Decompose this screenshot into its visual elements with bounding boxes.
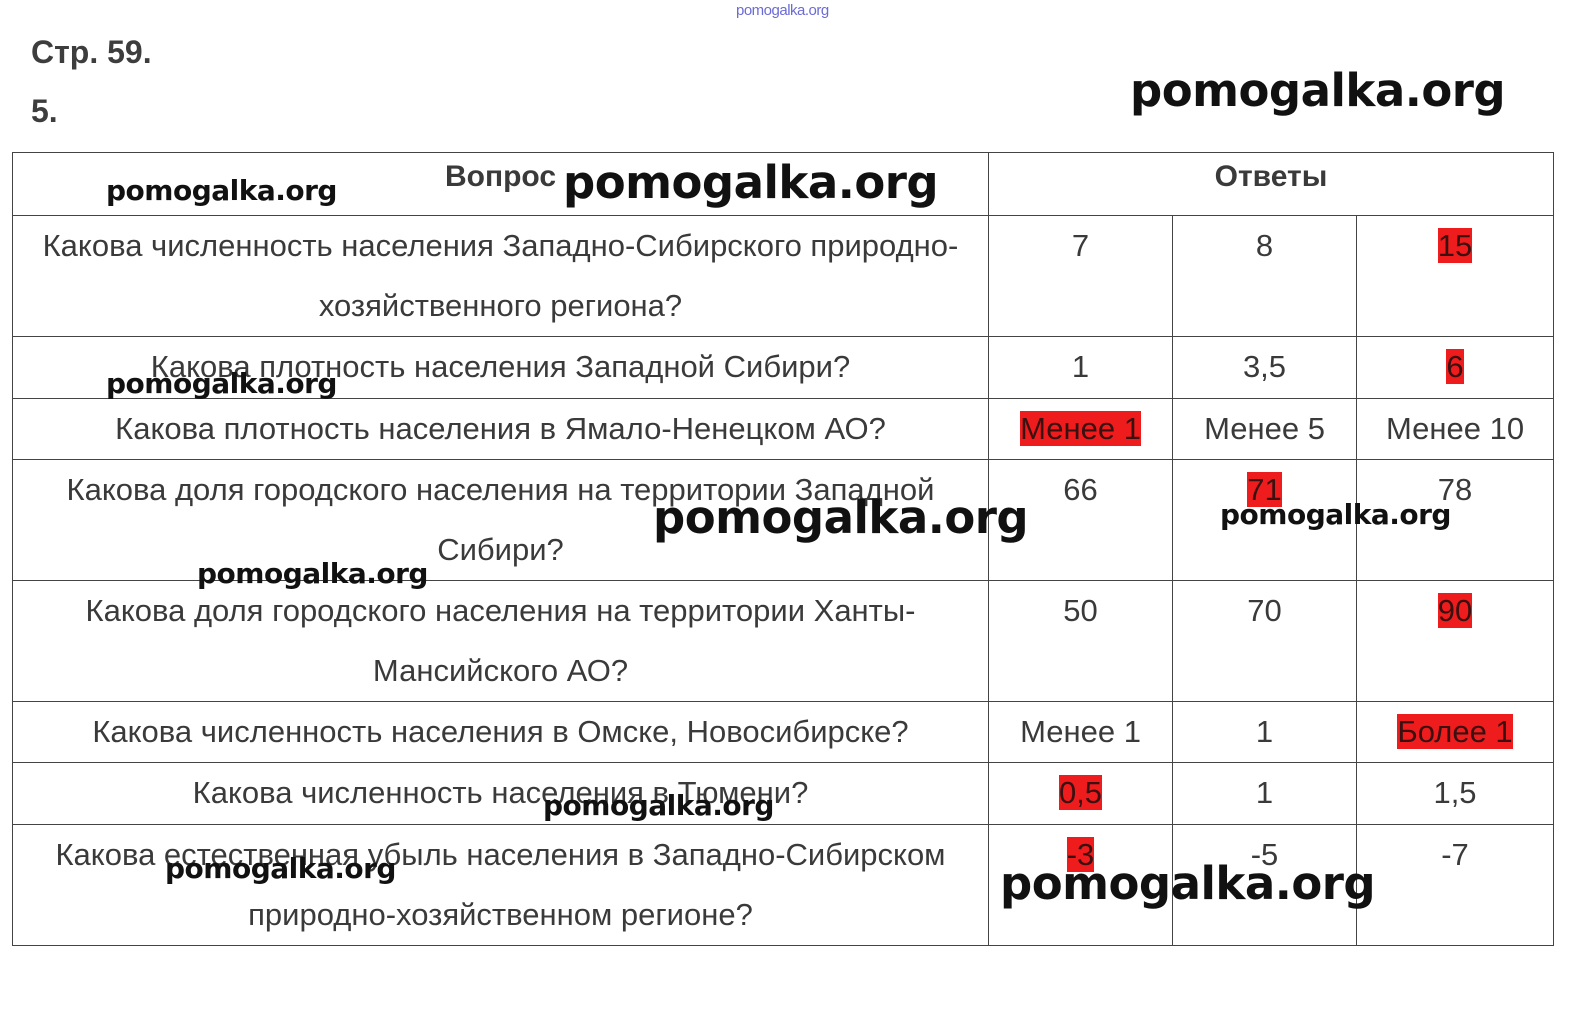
correct-answer-highlight: Менее 1 — [1020, 411, 1141, 446]
question-cell: Какова естественная убыль населения в За… — [12, 824, 989, 946]
task-number: 5. — [31, 93, 58, 129]
table-body: Какова численность населения Западно-Сиб… — [12, 215, 1555, 946]
question-cell: Какова доля городского населения на терр… — [12, 459, 989, 581]
correct-answer-highlight: 15 — [1437, 228, 1473, 263]
answer-cell: 71 — [1172, 459, 1357, 581]
table-header-row: Вопрос Ответы — [12, 152, 1555, 216]
answer-value: 8 — [1255, 228, 1274, 263]
answer-cell: 66 — [988, 459, 1173, 581]
table-row: Какова доля городского населения на терр… — [12, 580, 1555, 702]
table-row: Какова численность населения в Омске, Но… — [12, 701, 1555, 763]
answer-value: 7 — [1071, 228, 1090, 263]
table-row: Какова плотность населения Западной Сиби… — [12, 336, 1555, 399]
answer-value: 1 — [1071, 349, 1090, 384]
answer-value: -5 — [1250, 837, 1279, 872]
answer-value: 3,5 — [1242, 349, 1287, 384]
answer-cell: Менее 5 — [1172, 398, 1357, 460]
page-label: Стр. 59. — [31, 34, 152, 70]
question-cell: Какова численность населения в Омске, Но… — [12, 701, 989, 763]
answer-cell: Более 1 — [1355, 701, 1555, 763]
answer-cell: Менее 1 — [988, 701, 1173, 763]
answer-value: 1 — [1255, 775, 1274, 810]
answer-cell: 1 — [1172, 762, 1357, 825]
correct-answer-highlight: 6 — [1446, 349, 1464, 384]
answer-cell: Менее 1 — [988, 398, 1173, 460]
answer-value: 1,5 — [1433, 775, 1477, 810]
answer-value: 78 — [1437, 472, 1473, 507]
correct-answer-highlight: 0,5 — [1058, 775, 1103, 810]
answers-table: Вопрос Ответы Какова численность населен… — [12, 152, 1555, 946]
answer-cell: 1,5 — [1355, 762, 1555, 825]
top-watermark-small: pomogalka.org — [736, 2, 829, 19]
correct-answer-highlight: 71 — [1247, 472, 1282, 507]
question-cell: Какова плотность населения в Ямало-Ненец… — [12, 398, 989, 460]
table-row: Какова естественная убыль населения в За… — [12, 824, 1555, 946]
watermark: pomogalka.org — [1130, 64, 1506, 117]
answer-cell: 7 — [988, 215, 1173, 337]
answer-cell: 90 — [1355, 580, 1555, 702]
answer-value: 70 — [1247, 593, 1282, 628]
answer-cell: 70 — [1172, 580, 1357, 702]
answer-value: Менее 1 — [1020, 714, 1141, 749]
answer-cell: Менее 10 — [1355, 398, 1555, 460]
answer-cell: 15 — [1355, 215, 1555, 337]
table-row: Какова плотность населения в Ямало-Ненец… — [12, 398, 1555, 460]
question-cell: Какова численность населения Западно-Сиб… — [12, 215, 989, 337]
answer-value: 66 — [1063, 472, 1098, 507]
answer-cell: 1 — [1172, 701, 1357, 763]
answer-cell: 0,5 — [988, 762, 1173, 825]
answer-cell: 78 — [1355, 459, 1555, 581]
answer-cell: 50 — [988, 580, 1173, 702]
answer-cell: 1 — [988, 336, 1173, 399]
answer-cell: 8 — [1172, 215, 1357, 337]
header-answers: Ответы — [987, 152, 1555, 216]
question-cell: Какова плотность населения Западной Сиби… — [12, 336, 989, 399]
answer-cell: 3,5 — [1172, 336, 1357, 399]
correct-answer-highlight: 90 — [1437, 593, 1473, 628]
answer-value: 1 — [1255, 714, 1274, 749]
answer-cell: -5 — [1172, 824, 1357, 946]
answer-cell: -3 — [988, 824, 1173, 946]
answer-value: Менее 10 — [1385, 411, 1525, 446]
answer-value: 50 — [1063, 593, 1098, 628]
header-question: Вопрос — [12, 152, 989, 216]
answer-cell: -7 — [1355, 824, 1555, 946]
table-row: Какова численность населения в Тюмени? 0,… — [12, 762, 1555, 825]
correct-answer-highlight: -3 — [1066, 837, 1095, 872]
answer-value: Менее 5 — [1204, 411, 1325, 446]
question-cell: Какова численность населения в Тюмени? — [12, 762, 989, 825]
question-cell: Какова доля городского населения на терр… — [12, 580, 989, 702]
table-row: Какова доля городского населения на терр… — [12, 459, 1555, 581]
answer-cell: 6 — [1355, 336, 1555, 399]
table-row: Какова численность населения Западно-Сиб… — [12, 215, 1555, 337]
answer-value: -7 — [1441, 837, 1469, 872]
correct-answer-highlight: Более 1 — [1397, 714, 1513, 749]
